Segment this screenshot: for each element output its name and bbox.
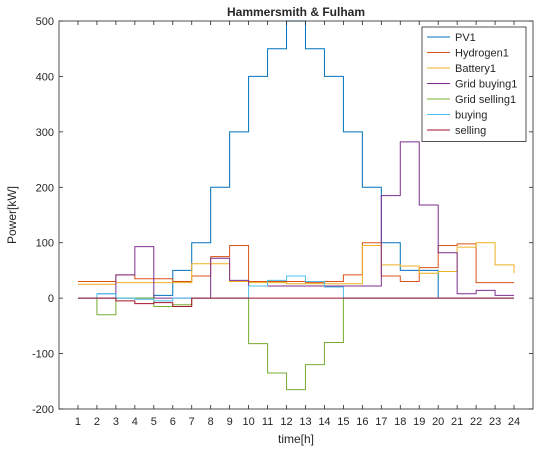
x-tick-label: 14	[318, 416, 330, 428]
x-tick-label: 18	[394, 416, 406, 428]
x-tick-label: 6	[170, 416, 176, 428]
x-tick-label: 12	[280, 416, 292, 428]
y-tick-label: 100	[36, 238, 54, 250]
series-line-grid-buying1	[77, 141, 515, 299]
y-tick-label: 400	[36, 71, 54, 83]
y-axis-label: Power[kW]	[5, 186, 19, 244]
x-tick-label: 19	[413, 416, 425, 428]
x-tick-label: 17	[375, 416, 387, 428]
x-tick-label: 9	[227, 416, 233, 428]
x-tick-label: 23	[489, 416, 501, 428]
x-tick-label: 8	[208, 416, 214, 428]
y-tick-label: 0	[48, 293, 54, 305]
legend-label-grid-buying1: Grid buying1	[455, 79, 517, 91]
legend-label-pv1: PV1	[455, 32, 476, 44]
y-tick-label: 500	[36, 16, 54, 28]
x-tick-label: 20	[432, 416, 444, 428]
series-layer	[77, 20, 515, 391]
series-line-selling	[77, 297, 515, 307]
x-axis-label: time[h]	[278, 432, 314, 446]
legend: PV1 Hydrogen1 Battery1 Grid buying1 Grid sel…	[421, 26, 527, 142]
x-tick-label: 15	[337, 416, 349, 428]
x-tick-label: 1	[75, 416, 81, 428]
y-tick-label: 300	[36, 127, 54, 139]
x-tick-label: 2	[94, 416, 100, 428]
y-tick-label: -100	[32, 349, 54, 361]
legend-label-hydrogen1: Hydrogen1	[455, 48, 509, 60]
legend-label-buying: buying	[455, 110, 487, 122]
legend-label-grid-selling1: Grid selling1	[455, 94, 516, 106]
x-axis-ticks: 1 2 3 4 5 6 7 8 9 10 11 12 13 14 15 16 17 18 19 20 21 22 23 24	[75, 21, 520, 428]
series-line-hydrogen1	[77, 242, 515, 284]
legend-label-selling: selling	[455, 125, 486, 137]
legend-box	[421, 26, 527, 142]
x-tick-label: 13	[299, 416, 311, 428]
x-tick-label: 11	[262, 416, 273, 428]
x-tick-label: 7	[189, 416, 195, 428]
x-tick-label: 3	[113, 416, 119, 428]
x-tick-label: 5	[151, 416, 157, 428]
x-tick-label: 10	[242, 416, 254, 428]
chart-title: Hammersmith & Fulham	[227, 5, 365, 19]
x-tick-label: 24	[508, 416, 520, 428]
x-tick-label: 21	[451, 416, 463, 428]
x-tick-label: 22	[470, 416, 482, 428]
series-line-battery1	[77, 242, 515, 285]
x-tick-label: 16	[356, 416, 368, 428]
y-tick-label: 200	[36, 182, 54, 194]
legend-label-battery1: Battery1	[455, 63, 496, 75]
plot-frame	[58, 20, 534, 410]
x-tick-label: 4	[132, 416, 138, 428]
y-tick-label: -200	[32, 404, 54, 416]
y-axis-ticks: -200 -100 0 100 200 300 400 500	[32, 16, 533, 416]
